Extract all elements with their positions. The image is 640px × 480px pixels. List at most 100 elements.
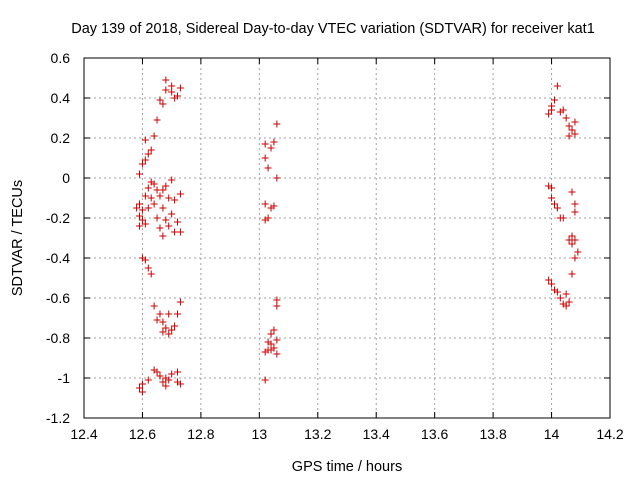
data-point bbox=[138, 216, 146, 224]
grid-lines bbox=[84, 58, 610, 418]
y-axis-label: SDTVAR / TECUs bbox=[10, 180, 26, 296]
data-point bbox=[261, 200, 269, 208]
data-point bbox=[261, 348, 269, 356]
data-point bbox=[138, 388, 146, 396]
data-point bbox=[165, 330, 173, 338]
data-point bbox=[568, 126, 576, 134]
x-axis-label: GPS time / hours bbox=[292, 459, 402, 475]
data-point bbox=[141, 136, 149, 144]
data-point bbox=[153, 368, 161, 376]
data-point bbox=[153, 316, 161, 324]
data-point bbox=[171, 196, 179, 204]
data-point bbox=[153, 116, 161, 124]
data-point bbox=[165, 310, 173, 318]
x-tick-label: 12.6 bbox=[129, 426, 156, 442]
data-point bbox=[156, 310, 164, 318]
data-point bbox=[168, 82, 176, 90]
data-point bbox=[162, 324, 170, 332]
chart-title: Day 139 of 2018, Sidereal Day-to-day VTE… bbox=[71, 21, 595, 37]
y-tick-label: -1.2 bbox=[46, 410, 70, 426]
data-point bbox=[571, 130, 579, 138]
data-points bbox=[133, 76, 582, 396]
data-point bbox=[141, 220, 149, 228]
data-point bbox=[141, 192, 149, 200]
data-point bbox=[159, 328, 167, 336]
x-tick-label: 14.2 bbox=[596, 426, 623, 442]
data-point bbox=[162, 382, 170, 390]
data-point bbox=[548, 194, 556, 202]
data-point bbox=[267, 340, 275, 348]
data-point bbox=[171, 94, 179, 102]
x-tick-label: 12.4 bbox=[70, 426, 97, 442]
data-point bbox=[159, 318, 167, 326]
data-point bbox=[176, 380, 184, 388]
data-point bbox=[176, 84, 184, 92]
data-point bbox=[159, 186, 167, 194]
data-point bbox=[264, 164, 272, 172]
data-point bbox=[176, 298, 184, 306]
y-tick-label: -1 bbox=[58, 370, 71, 386]
data-point bbox=[150, 180, 158, 188]
data-point bbox=[168, 370, 176, 378]
data-point bbox=[171, 322, 179, 330]
data-point bbox=[150, 302, 158, 310]
data-point bbox=[553, 82, 561, 90]
x-tick-label: 13.2 bbox=[304, 426, 331, 442]
x-tick-labels: 12.4 12.6 12.8 13 13.2 13.4 13.6 13.8 14 14.2 bbox=[70, 426, 623, 442]
data-point bbox=[261, 216, 269, 224]
data-point bbox=[273, 174, 281, 182]
data-point bbox=[553, 204, 561, 212]
data-point bbox=[162, 86, 170, 94]
y-tick-label: -0.4 bbox=[46, 250, 70, 266]
data-point bbox=[138, 206, 146, 214]
data-point bbox=[162, 216, 170, 224]
data-point bbox=[150, 200, 158, 208]
data-point bbox=[144, 184, 152, 192]
x-tick-label: 14 bbox=[544, 426, 560, 442]
data-point bbox=[136, 212, 144, 220]
data-point bbox=[273, 120, 281, 128]
data-point bbox=[565, 122, 573, 130]
data-point bbox=[159, 100, 167, 108]
data-point bbox=[156, 96, 164, 104]
data-point bbox=[562, 302, 570, 310]
data-point bbox=[138, 160, 146, 168]
data-point bbox=[150, 132, 158, 140]
data-point bbox=[138, 380, 146, 388]
y-tick-label: -0.8 bbox=[46, 330, 70, 346]
x-tick-label: 12.8 bbox=[187, 426, 214, 442]
data-point bbox=[556, 108, 564, 116]
data-point bbox=[156, 224, 164, 232]
data-point bbox=[571, 200, 579, 208]
data-point bbox=[141, 156, 149, 164]
data-point bbox=[568, 188, 576, 196]
data-point bbox=[571, 254, 579, 262]
data-point bbox=[568, 232, 576, 240]
data-point bbox=[147, 146, 155, 154]
data-point bbox=[571, 208, 579, 216]
data-point bbox=[136, 384, 144, 392]
data-point bbox=[571, 118, 579, 126]
data-point bbox=[144, 150, 152, 158]
data-point bbox=[273, 336, 281, 344]
data-point bbox=[168, 326, 176, 334]
data-point bbox=[153, 186, 161, 194]
y-tick-label: 0 bbox=[62, 170, 70, 186]
data-point bbox=[565, 132, 573, 140]
data-point bbox=[174, 368, 182, 376]
data-point bbox=[136, 200, 144, 208]
axis-ticks bbox=[83, 57, 611, 419]
data-point bbox=[174, 310, 182, 318]
data-point bbox=[553, 288, 561, 296]
data-point bbox=[162, 182, 170, 190]
data-point bbox=[168, 88, 176, 96]
data-point bbox=[267, 346, 275, 354]
data-point bbox=[568, 270, 576, 278]
data-point bbox=[156, 192, 164, 200]
data-point bbox=[171, 228, 179, 236]
y-tick-label: 0.2 bbox=[51, 130, 71, 146]
y-tick-label: -0.2 bbox=[46, 210, 70, 226]
y-tick-labels: 0.6 0.4 0.2 0 -0.2 -0.4 -0.6 -0.8 -1 -1.2 bbox=[46, 50, 70, 426]
data-point bbox=[545, 276, 553, 284]
